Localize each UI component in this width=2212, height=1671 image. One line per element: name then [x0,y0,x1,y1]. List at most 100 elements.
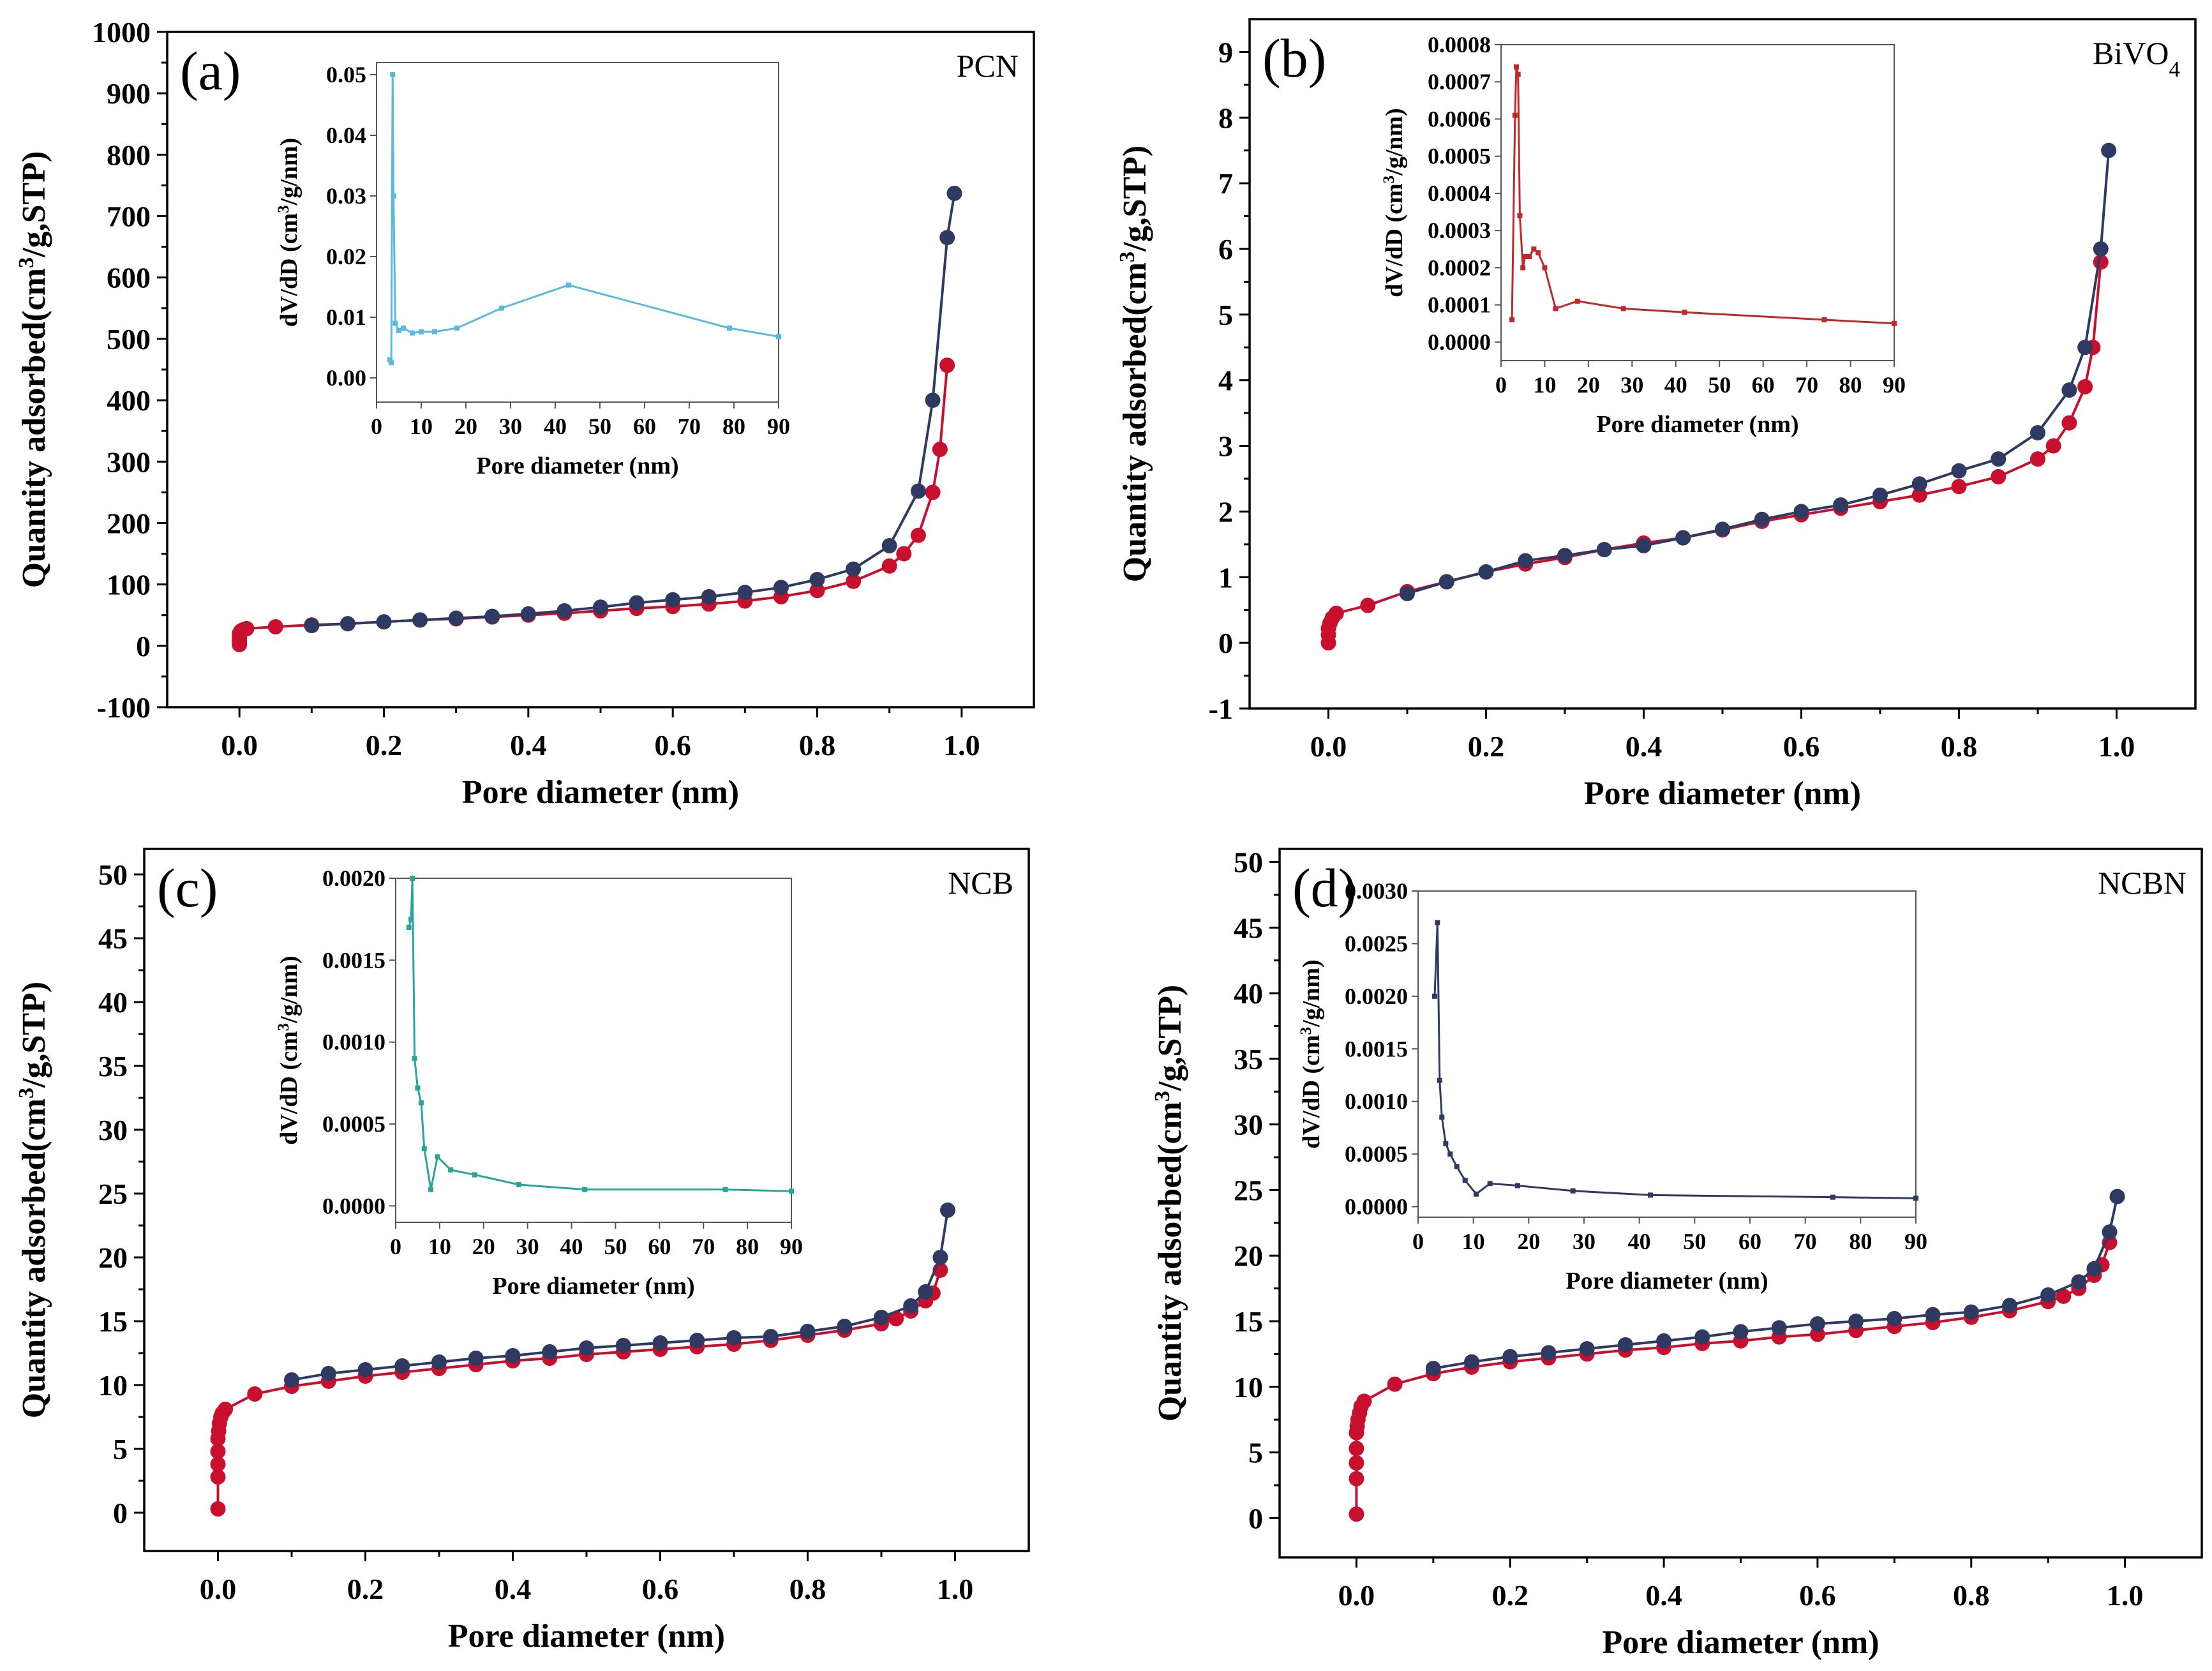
inset-y-tick-label: 0.0000 [1428,329,1491,355]
inset-data-point [727,326,732,331]
x-tick-label: 1.0 [937,1573,974,1605]
data-point-desorption [1557,548,1573,564]
data-point-desorption [1809,1316,1825,1332]
inset-y-tick-label: 0.0004 [1428,181,1491,206]
inset-x-tick-label: 20 [454,414,477,439]
inset-frame [1500,44,1895,361]
inset-x-axis-label: Pore diameter (nm) [476,453,678,479]
data-point-desorption [2077,340,2093,356]
data-point-desorption [431,1354,447,1370]
inset-x-tick-label: 90 [1904,1229,1927,1254]
data-point-adsorption [846,573,862,589]
data-point-desorption [1636,537,1652,553]
inset-data-point [582,1187,588,1192]
inset-y-tick-label: 0.05 [326,62,366,87]
data-point-adsorption [888,1311,904,1326]
inset-data-point [1509,317,1515,322]
inset-y-tick-label: 0.0000 [322,1193,385,1218]
data-point-desorption [1771,1320,1787,1336]
inset-x-tick-label: 50 [1683,1229,1706,1254]
data-point-adsorption [1349,1455,1364,1471]
inset-data-point [1454,1164,1460,1169]
inset-data-point [1821,317,1827,322]
y-tick-label: 200 [107,507,151,539]
data-point-adsorption [1349,1506,1364,1522]
data-point-desorption [689,1333,705,1348]
inset-x-axis-label: Pore diameter (nm) [1596,411,1798,438]
inset-series-line [1511,66,1895,325]
data-point-desorption [837,1319,853,1334]
data-point-desorption [542,1344,558,1360]
data-point-desorption [2086,1261,2102,1277]
data-point-adsorption [809,583,825,599]
data-point-adsorption [932,442,948,458]
inset-x-tick-label: 30 [499,414,522,439]
y-tick-label: 500 [107,323,151,356]
y-tick-label: -1 [1209,693,1233,725]
y-tick-label: 5 [1248,1437,1263,1469]
inset-data-point [419,329,424,334]
inset-data-point [435,1154,440,1160]
data-point-adsorption [925,484,941,500]
sample-name: BiVO4 [2093,35,2180,82]
x-tick-label: 0.8 [799,729,836,761]
x-tick-label: 0.2 [1492,1579,1529,1612]
inset-x-tick-label: 70 [1794,1229,1817,1254]
inset-y-tick-label: 0.0030 [1345,878,1408,904]
x-tick-label: 0.0 [200,1573,237,1605]
data-point-desorption [665,592,681,608]
inset-x-tick-label: 50 [1708,372,1731,398]
data-point-desorption [1715,521,1730,537]
inset-data-point [1522,253,1528,259]
inset-y-tick-label: 0.0020 [1345,984,1408,1009]
plot-frame [143,848,1030,1552]
inset-y-tick-label: 0.02 [326,244,366,269]
inset-data-point [1517,213,1523,218]
data-point-adsorption [210,1469,226,1485]
data-point-desorption [1425,1361,1441,1376]
inset-y-tick-label: 0.03 [326,183,366,209]
y-tick-label: 40 [98,986,128,1019]
inset-data-point [1513,64,1519,70]
inset-y-tick-label: 0.0003 [1428,218,1491,243]
sample-name: NCBN [2098,865,2186,901]
inset-data-point [566,282,571,288]
data-point-desorption [939,230,955,246]
y-tick-label: 50 [1234,846,1263,879]
inset-y-axis-label: dV/dD (cm3/g/nm) [1380,108,1409,297]
x-axis-label: Pore diameter (nm) [1602,1624,1879,1661]
inset-data-point [392,320,398,326]
y-tick-label: 1000 [92,16,151,49]
data-point-desorption [1675,530,1691,546]
data-point-adsorption [218,1402,234,1417]
inset-data-point [1435,920,1440,925]
inset-x-tick-label: 90 [767,414,790,439]
x-tick-label: 0.2 [347,1573,384,1605]
x-tick-label: 0.4 [495,1573,532,1605]
inset-x-tick-label: 70 [1795,372,1818,398]
inset-data-point [396,327,401,333]
inset-data-point [1437,1077,1442,1083]
data-point-desorption [376,614,392,630]
inset-x-tick-label: 30 [1620,372,1643,398]
inset-plot: 0 10 20 30 40 50 60 70 80 90 0.0000 0.0005 0.0010 0.0… [1297,878,1928,1294]
panel-b: 0.0 0.2 0.4 0.6 0.8 1.0 -1 0 1 2 3 4 5 6 7 8 9 Pore diame… [1116,18,2197,812]
data-point-adsorption [2056,1288,2072,1304]
data-point-desorption [800,1324,816,1339]
inset-y-tick-label: 0.0001 [1428,292,1491,318]
data-point-adsorption [910,527,926,543]
y-tick-label: 300 [107,446,151,478]
inset-data-point [1527,253,1532,259]
inset-x-tick-label: 70 [692,1234,715,1259]
inset-y-axis-label: dV/dD (cm3/g/nm) [1297,959,1326,1148]
inset-data-point [1515,1183,1520,1188]
sample-name: PCN [957,48,1019,84]
inset-x-axis-label: Pore diameter (nm) [1566,1268,1768,1294]
inset-data-point [408,917,414,922]
y-axis-label: Quantity adsorbed(cm3/g,STP) [15,151,53,588]
y-tick-label: 25 [1234,1174,1263,1206]
x-tick-label: 0.6 [654,729,691,761]
data-point-desorption [1925,1307,1941,1323]
data-point-adsorption [1356,1393,1372,1409]
